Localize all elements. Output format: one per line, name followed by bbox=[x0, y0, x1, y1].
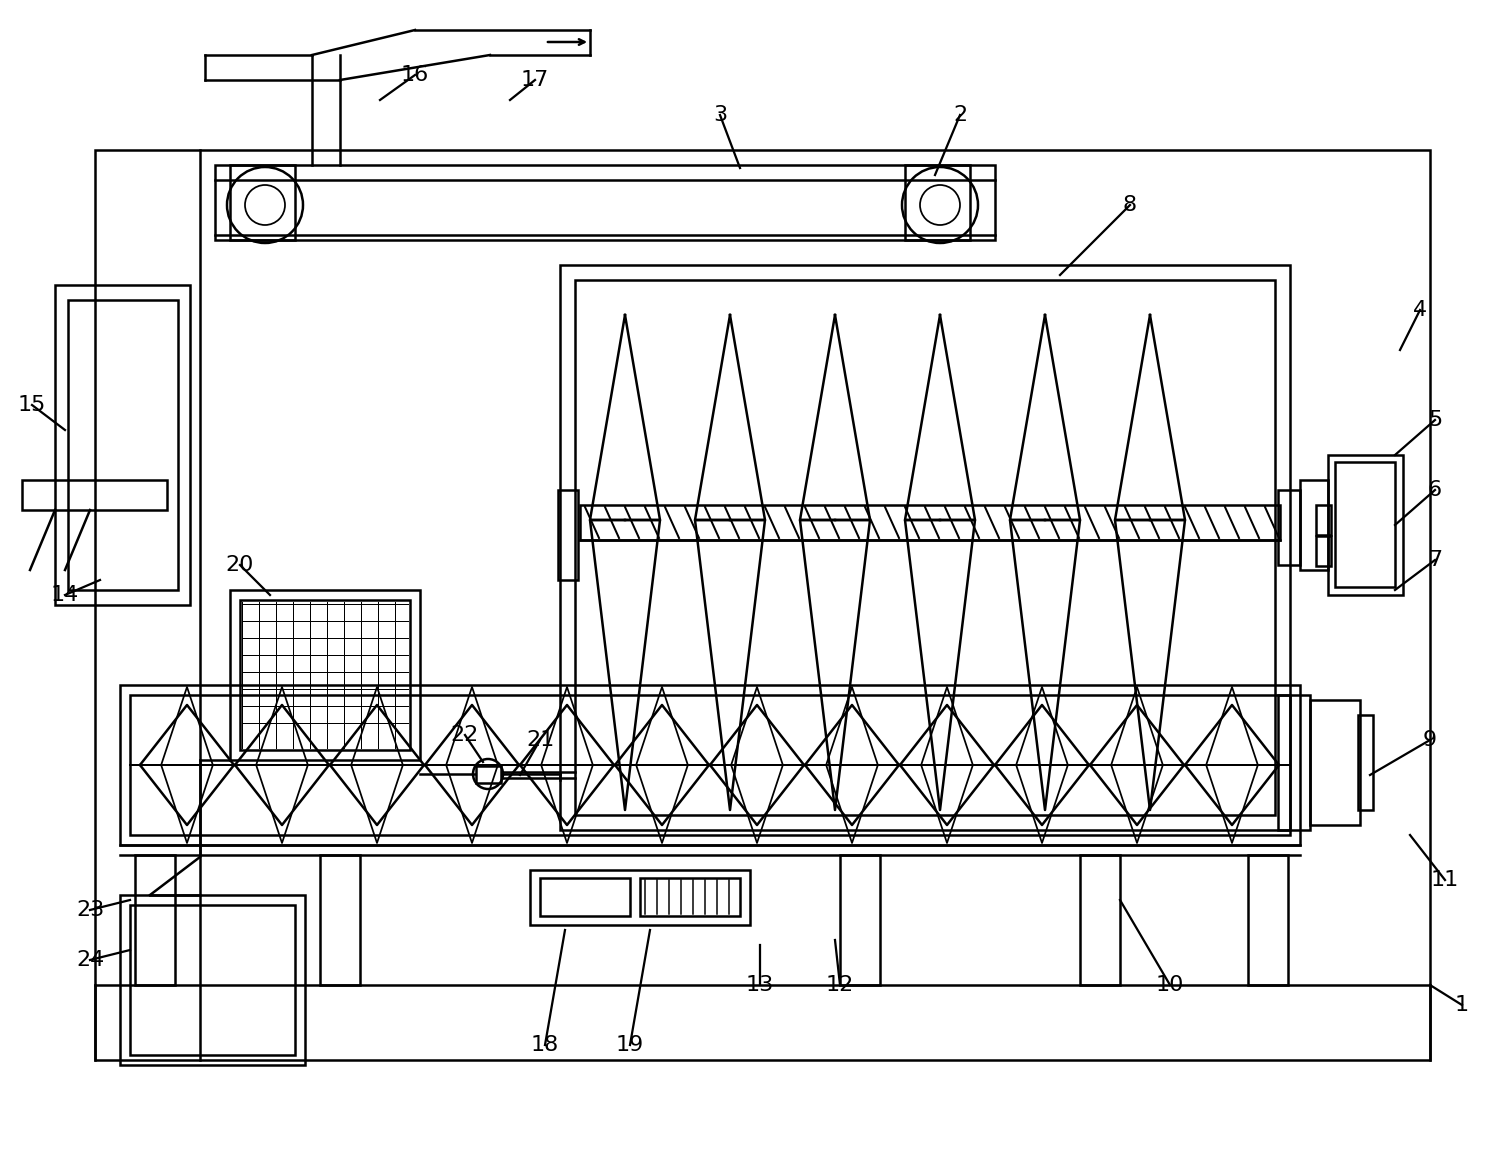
Bar bbox=[320, 856, 360, 984]
Text: 19: 19 bbox=[617, 1035, 643, 1055]
Bar bbox=[134, 856, 175, 984]
Text: 5: 5 bbox=[1427, 410, 1442, 430]
Text: 17: 17 bbox=[521, 70, 549, 90]
Text: 22: 22 bbox=[451, 725, 479, 745]
Bar bbox=[119, 684, 1300, 845]
Bar bbox=[240, 600, 411, 750]
Text: 9: 9 bbox=[1423, 730, 1438, 750]
Text: 11: 11 bbox=[1430, 870, 1459, 890]
Text: 20: 20 bbox=[225, 556, 254, 575]
Bar bbox=[1079, 856, 1120, 984]
Bar bbox=[69, 300, 178, 590]
Text: 4: 4 bbox=[1412, 300, 1427, 320]
Bar bbox=[575, 280, 1275, 815]
Text: 21: 21 bbox=[526, 730, 554, 750]
Bar bbox=[1327, 455, 1403, 595]
Bar bbox=[540, 878, 630, 917]
Text: 13: 13 bbox=[746, 975, 775, 995]
Bar bbox=[130, 905, 296, 1055]
Bar bbox=[1248, 856, 1288, 984]
Bar bbox=[1315, 536, 1330, 566]
Bar bbox=[1335, 462, 1394, 587]
Bar bbox=[1300, 481, 1327, 570]
Bar bbox=[579, 505, 1280, 540]
Text: 3: 3 bbox=[714, 105, 727, 125]
Bar bbox=[476, 766, 502, 783]
Text: 16: 16 bbox=[402, 64, 428, 86]
Bar bbox=[130, 695, 1290, 834]
Bar bbox=[1315, 505, 1330, 534]
Bar bbox=[1278, 490, 1300, 565]
Bar bbox=[1309, 700, 1360, 825]
Bar bbox=[22, 481, 167, 510]
Text: 23: 23 bbox=[76, 900, 105, 920]
Text: 7: 7 bbox=[1427, 550, 1442, 570]
Text: 12: 12 bbox=[826, 975, 854, 995]
Bar bbox=[55, 285, 190, 605]
Bar bbox=[905, 165, 970, 240]
Bar bbox=[558, 490, 578, 580]
Bar bbox=[640, 878, 741, 917]
Text: 10: 10 bbox=[1156, 975, 1184, 995]
Text: 18: 18 bbox=[532, 1035, 558, 1055]
Text: 24: 24 bbox=[76, 950, 105, 970]
Text: 15: 15 bbox=[18, 395, 46, 415]
Text: 1: 1 bbox=[1456, 995, 1469, 1015]
Bar bbox=[215, 165, 994, 240]
Bar bbox=[230, 165, 296, 240]
Bar bbox=[841, 856, 879, 984]
Bar bbox=[230, 590, 420, 759]
Bar bbox=[560, 265, 1290, 830]
Bar bbox=[96, 150, 1430, 1059]
Text: 6: 6 bbox=[1427, 481, 1442, 500]
Text: 8: 8 bbox=[1123, 195, 1138, 214]
Bar bbox=[1278, 695, 1309, 830]
Bar bbox=[119, 895, 305, 1065]
Text: 2: 2 bbox=[953, 105, 967, 125]
Bar bbox=[530, 870, 749, 925]
Bar bbox=[1359, 715, 1374, 810]
Text: 14: 14 bbox=[51, 585, 79, 605]
